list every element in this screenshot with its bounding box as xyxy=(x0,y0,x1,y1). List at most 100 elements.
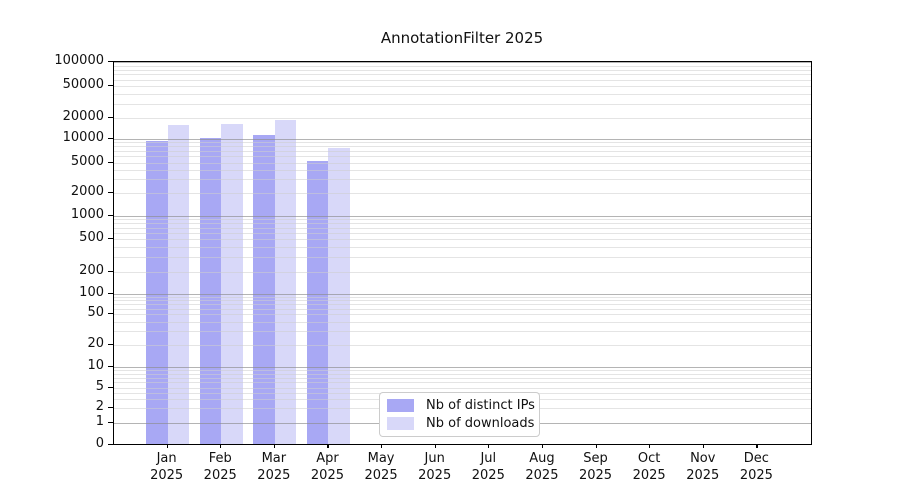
y-tick-mark xyxy=(108,344,113,346)
chart-title: AnnotationFilter 2025 xyxy=(380,29,544,47)
gridline-minor-7 xyxy=(114,377,811,379)
x-tick-mark xyxy=(649,444,651,448)
gridline-5 xyxy=(114,387,811,389)
gridline-minor-700 xyxy=(114,227,811,229)
bar-mar-downloads xyxy=(274,119,297,444)
y-tick-mark xyxy=(108,214,113,217)
legend-label: Nb of distinct IPs xyxy=(426,398,535,413)
x-tick-mark xyxy=(488,444,490,448)
gridline-minor-600 xyxy=(114,232,811,234)
y-tick-mark xyxy=(108,116,113,118)
y-tick-label-50: 50 xyxy=(87,305,104,321)
gridline-500 xyxy=(114,238,811,240)
gridline-minor-4000 xyxy=(114,170,811,171)
plot-area xyxy=(113,61,812,445)
gridline-minor-900 xyxy=(114,219,811,221)
legend-item-distinct-ips: Nb of distinct IPs xyxy=(380,398,539,413)
x-tick-label-jun: Jun 2025 xyxy=(418,451,452,483)
y-tick-mark xyxy=(108,61,113,63)
gridline-100 xyxy=(114,293,811,295)
x-tick-mark xyxy=(434,444,436,448)
x-tick-label-aug: Aug 2025 xyxy=(525,451,559,483)
y-tick-mark xyxy=(108,386,113,388)
gridline-minor-30000 xyxy=(114,103,811,105)
gridline-minor-9 xyxy=(114,370,811,372)
x-tick-label-may: May 2025 xyxy=(364,451,398,483)
gridline-minor-300 xyxy=(114,257,811,259)
gridline-50000 xyxy=(114,85,811,87)
x-tick-label-nov: Nov 2025 xyxy=(686,451,720,483)
gridline-minor-6000 xyxy=(114,156,811,158)
y-tick-label-2000: 2000 xyxy=(70,183,104,199)
gridline-minor-6 xyxy=(114,382,811,384)
gridline-minor-90 xyxy=(114,296,811,298)
y-tick-label-20: 20 xyxy=(87,336,104,351)
x-tick-mark xyxy=(595,444,597,448)
y-tick-label-20000: 20000 xyxy=(62,108,104,124)
legend-item-downloads: Nb of downloads xyxy=(380,416,539,431)
y-tick-mark xyxy=(108,313,113,315)
y-tick-mark xyxy=(108,137,113,139)
gridline-minor-80 xyxy=(114,300,811,302)
gridline-minor-70 xyxy=(114,304,811,306)
gridline-minor-80000 xyxy=(114,69,811,71)
gridline-minor-40 xyxy=(114,321,811,323)
gridline-minor-8000 xyxy=(114,146,811,148)
y-tick-label-2: 2 xyxy=(95,398,104,414)
x-tick-label-jul: Jul 2025 xyxy=(471,451,505,483)
legend-label: Nb of downloads xyxy=(426,416,535,431)
x-tick-mark xyxy=(273,444,276,448)
y-tick-label-100000: 100000 xyxy=(54,53,104,68)
y-tick-mark xyxy=(108,161,113,163)
y-tick-label-200: 200 xyxy=(79,262,104,278)
x-tick-label-jan: Jan 2025 xyxy=(150,451,184,483)
x-tick-label-dec: Dec 2025 xyxy=(739,451,773,483)
x-tick-mark xyxy=(220,444,222,448)
x-tick-mark xyxy=(702,444,704,448)
y-tick-label-1: 1 xyxy=(95,413,104,429)
y-tick-mark xyxy=(108,443,113,445)
y-tick-label-500: 500 xyxy=(79,229,104,245)
gridline-2000 xyxy=(114,192,811,194)
x-tick-label-sep: Sep 2025 xyxy=(578,451,613,483)
x-tick-mark xyxy=(327,444,329,448)
gridline-200 xyxy=(114,271,811,273)
gridline-minor-60000 xyxy=(114,79,811,81)
y-tick-label-50000: 50000 xyxy=(62,76,104,92)
x-tick-label-feb: Feb 2025 xyxy=(203,451,237,483)
legend-swatch-distinct-ips xyxy=(387,399,414,412)
gridline-minor-800 xyxy=(114,223,811,225)
gridline-5000 xyxy=(114,162,811,164)
gridline-minor-90000 xyxy=(114,65,811,67)
y-tick-mark xyxy=(108,84,113,87)
bar-mar-distinct-ips xyxy=(253,134,275,444)
bar-feb-downloads xyxy=(221,123,243,444)
gridline-minor-3000 xyxy=(114,179,811,181)
y-tick-label-10: 10 xyxy=(87,358,104,373)
x-tick-mark xyxy=(166,444,168,448)
y-tick-label-1000: 1000 xyxy=(70,206,104,222)
y-tick-label-5000: 5000 xyxy=(70,153,104,169)
gridline-minor-9000 xyxy=(114,142,811,144)
gridline-minor-30 xyxy=(114,331,811,333)
gridline-10 xyxy=(114,367,811,368)
gridline-20 xyxy=(114,345,811,346)
y-tick-label-100: 100 xyxy=(79,284,104,300)
gridline-100000 xyxy=(114,62,811,63)
gridline-minor-40000 xyxy=(114,93,811,95)
legend-swatch-downloads xyxy=(387,417,414,430)
y-tick-mark xyxy=(108,366,113,368)
x-tick-label-mar: Mar 2025 xyxy=(257,451,291,483)
gridline-50 xyxy=(114,314,811,316)
y-tick-label-0: 0 xyxy=(95,435,104,451)
x-tick-mark xyxy=(541,444,544,448)
gridline-minor-7000 xyxy=(114,151,811,153)
gridline-10000 xyxy=(114,138,811,140)
bar-apr-downloads xyxy=(328,148,350,444)
legend: Nb of distinct IPs Nb of downloads xyxy=(379,392,540,437)
gridline-20000 xyxy=(114,117,811,119)
y-tick-mark xyxy=(108,237,113,239)
x-tick-label-oct: Oct 2025 xyxy=(632,451,666,483)
gridline-minor-60 xyxy=(114,308,811,310)
